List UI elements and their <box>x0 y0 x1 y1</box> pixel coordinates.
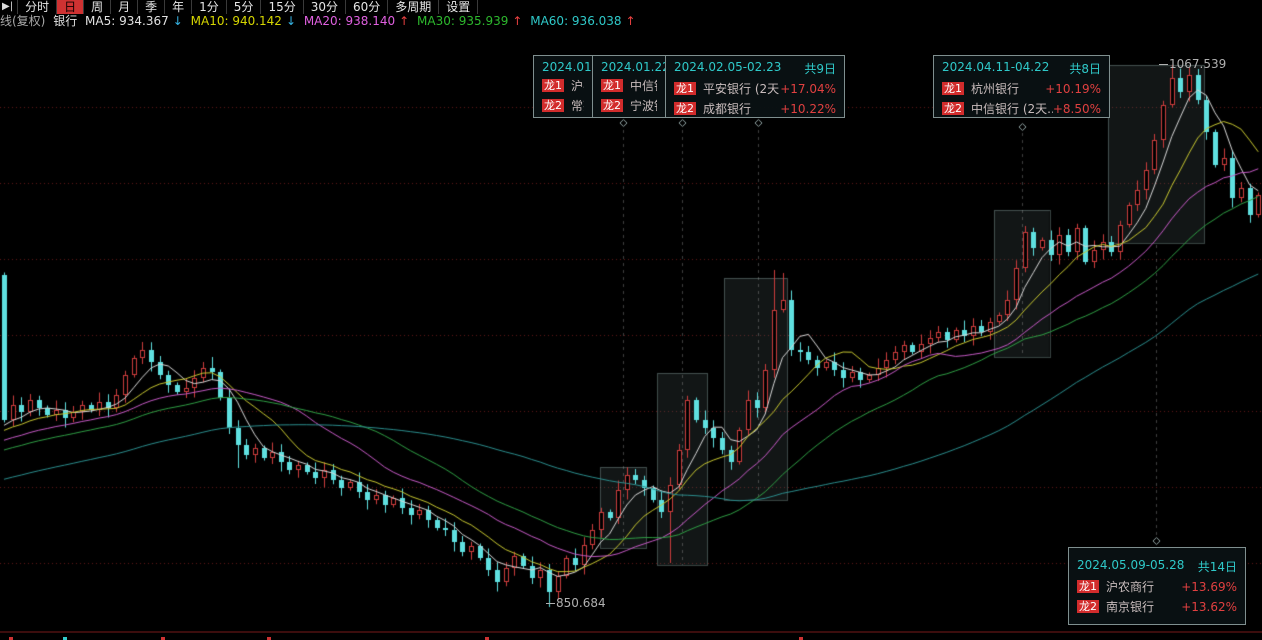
leader2-badge: 龙2 <box>674 102 696 115</box>
tab-quarterly[interactable]: 季 <box>138 0 166 14</box>
axis-tick-mark <box>9 637 13 640</box>
annotation-days: 共9日 <box>804 62 836 76</box>
leader1-badge: 龙1 <box>601 79 623 92</box>
axis-tick-mark <box>485 637 489 640</box>
leader2-gain: +8.50% <box>1052 101 1101 116</box>
annotation-date: 2024.02.05-02.23 <box>674 60 782 74</box>
ma10-down-arrow-icon: ↓ <box>285 14 296 28</box>
tab-30min[interactable]: 30分 <box>304 0 346 14</box>
leader2-stock-name: 南京银行 <box>1106 600 1155 614</box>
leader1-stock-name: 沪农 <box>571 79 584 93</box>
pane-separator <box>0 631 1262 640</box>
trough-tick-mark <box>546 603 555 604</box>
leader1-gain: +13.69% <box>1181 579 1237 594</box>
leader-annotation-card-4[interactable]: 2024.04.11-04.22 共8日 龙1 杭州银行 +10.19% 龙2 … <box>933 55 1110 118</box>
annotation-date: 2024.01.1 <box>542 60 592 74</box>
leader1-gain: +17.04% <box>780 81 836 96</box>
tab-weekly[interactable]: 周 <box>84 0 112 14</box>
leader2-badge: 龙2 <box>942 102 964 115</box>
leader1-badge: 龙1 <box>542 79 564 92</box>
leader2-badge: 龙2 <box>542 99 564 112</box>
axis-tick-mark <box>267 637 271 640</box>
leader1-badge: 龙1 <box>674 82 696 95</box>
leader2-badge: 龙2 <box>601 99 623 112</box>
ma5-value: MA5: 934.367 <box>85 14 169 28</box>
leader1-gain: +10.19% <box>1045 81 1101 96</box>
ma20-up-arrow-icon: ↑ <box>399 14 410 28</box>
settings-button[interactable]: 设置 <box>439 0 479 14</box>
tab-15min[interactable]: 15分 <box>261 0 304 14</box>
tab-60min[interactable]: 60分 <box>346 0 389 14</box>
ma60-value: MA60: 936.038 <box>530 14 622 28</box>
ma30-up-arrow-icon: ↑ <box>512 14 523 28</box>
leader1-badge: 龙1 <box>942 82 964 95</box>
tab-yearly[interactable]: 年 <box>165 0 193 14</box>
tab-multi-period[interactable]: 多周期 <box>388 0 440 14</box>
ma5-down-arrow-icon: ↓ <box>172 14 183 28</box>
ma-indicator-row: 线(复权) 银行 MA5: 934.367 ↓ MA10: 940.142 ↓ MA… <box>0 14 1262 28</box>
annotation-date: 2024.04.11-04.22 <box>942 60 1050 74</box>
symbol-name: 银行 <box>53 14 78 28</box>
ma60-up-arrow-icon: ↑ <box>625 14 636 28</box>
leader-annotation-card-2[interactable]: 2024.01.22-0 龙1 中信银行 龙2 宁波银行 <box>592 55 666 118</box>
peak-tick-mark <box>1159 64 1168 65</box>
leader-annotation-card-1[interactable]: 2024.01.1 龙1 沪农 龙2 常熟 <box>533 55 593 118</box>
ma20-value: MA20: 938.140 <box>303 14 396 28</box>
period-toolbar: ▶| 分时 日 周 月 季 年 1分 5分 15分 30分 60分 多周期 设置 <box>0 0 1262 14</box>
axis-tick-mark <box>63 637 67 640</box>
leader-annotation-card-3[interactable]: 2024.02.05-02.23 共9日 龙1 平安银行 (2天... +17.… <box>665 55 845 118</box>
leader2-stock-name: 中信银行 (2天... <box>971 102 1053 116</box>
tab-5min[interactable]: 5分 <box>227 0 262 14</box>
leader2-badge: 龙2 <box>1077 600 1099 613</box>
annotation-days: 共8日 <box>1069 62 1101 76</box>
axis-tick-mark <box>161 637 165 640</box>
peak-price-label: 1067.539 <box>1159 57 1226 71</box>
tab-monthly[interactable]: 月 <box>111 0 139 14</box>
leader2-gain: +10.22% <box>780 101 836 116</box>
annotation-date: 2024.01.22-0 <box>601 60 665 74</box>
leader2-stock-name: 宁波银行 <box>630 99 657 113</box>
series-type-label: 线(复权) <box>0 14 46 28</box>
leader-annotation-card-5[interactable]: 2024.05.09-05.28 共14日 龙1 沪农商行 +13.69% 龙2… <box>1068 547 1246 625</box>
tab-daily[interactable]: 日 <box>57 0 85 14</box>
ma30-value: MA30: 935.939 <box>417 14 509 28</box>
leader1-stock-name: 平安银行 (2天... <box>703 82 780 96</box>
leader1-stock-name: 沪农商行 <box>1106 580 1155 594</box>
tab-fenshi[interactable]: 分时 <box>18 0 58 14</box>
axis-tick-mark <box>799 637 803 640</box>
leader2-stock-name: 常熟 <box>571 99 584 113</box>
leader2-gain: +13.62% <box>1181 599 1237 614</box>
annotation-days: 共14日 <box>1197 560 1237 574</box>
annotation-date: 2024.05.09-05.28 <box>1077 558 1185 572</box>
leader1-stock-name: 杭州银行 <box>971 82 1020 96</box>
tab-1min[interactable]: 1分 <box>192 0 227 14</box>
leader1-badge: 龙1 <box>1077 580 1099 593</box>
leader1-stock-name: 中信银行 <box>630 79 657 93</box>
ma10-value: MA10: 940.142 <box>190 14 282 28</box>
trough-price-label: 850.684 <box>546 596 606 610</box>
leader2-stock-name: 成都银行 <box>703 102 752 116</box>
playback-icon[interactable]: ▶| <box>0 0 19 14</box>
